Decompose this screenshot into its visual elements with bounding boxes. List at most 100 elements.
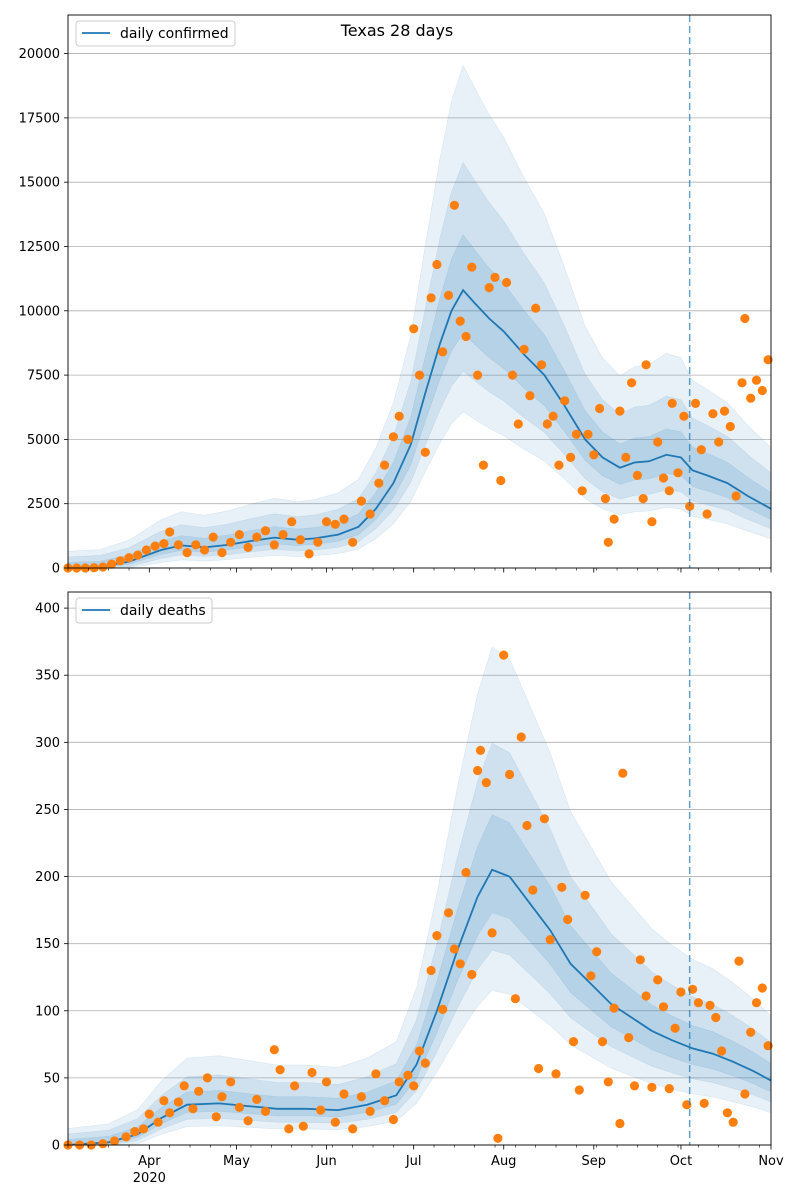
observed-point	[487, 928, 497, 938]
observed-point	[409, 1081, 419, 1091]
observed-point	[618, 768, 628, 778]
observed-point	[603, 537, 613, 547]
observed-point	[388, 432, 398, 442]
observed-point	[165, 1108, 175, 1118]
observed-point	[290, 1081, 300, 1091]
observed-point	[182, 548, 192, 558]
observed-point	[545, 935, 555, 945]
observed-point	[121, 1132, 131, 1142]
x-tick-label: May	[223, 1154, 250, 1169]
observed-point	[708, 409, 718, 419]
observed-point	[531, 303, 541, 313]
observed-point	[179, 1081, 189, 1091]
legend-frame	[75, 20, 236, 47]
y-tick-label: 10000	[19, 304, 60, 319]
y-tick-label: 15000	[19, 176, 60, 191]
observed-point	[557, 882, 567, 892]
observed-point	[676, 987, 686, 997]
observed-point	[679, 411, 689, 421]
observed-point	[252, 1094, 262, 1104]
axes-frame	[67, 14, 772, 569]
observed-point	[438, 347, 448, 357]
observed-point	[414, 1046, 425, 1056]
observed-point	[667, 398, 677, 408]
observed-point	[525, 391, 535, 401]
observed-point	[615, 406, 625, 416]
observed-point	[505, 769, 515, 780]
observed-point	[653, 437, 663, 447]
observed-point	[705, 1000, 715, 1011]
observed-point	[757, 385, 767, 396]
observed-point	[534, 1063, 544, 1074]
x-tick-label: Oct	[670, 1154, 692, 1169]
observed-point	[356, 1092, 366, 1102]
observed-point	[554, 460, 564, 470]
observed-point	[522, 820, 532, 831]
observed-point	[159, 539, 169, 549]
observed-point	[603, 1077, 613, 1087]
observed-point	[138, 1124, 149, 1134]
observed-point	[278, 530, 288, 540]
observed-point	[98, 562, 108, 572]
observed-point	[191, 540, 201, 550]
observed-point	[234, 1102, 244, 1112]
observed-point	[141, 545, 151, 555]
observed-point	[647, 1082, 657, 1092]
observed-point	[455, 316, 465, 326]
observed-point	[473, 370, 483, 380]
observed-point	[307, 1067, 317, 1078]
observed-point	[647, 517, 657, 527]
observed-point	[632, 470, 643, 480]
observed-point	[287, 517, 297, 527]
observed-point	[714, 437, 724, 447]
observed-point	[597, 1037, 608, 1047]
observed-point	[496, 475, 506, 486]
observed-point	[719, 406, 730, 416]
observed-point	[664, 486, 674, 496]
observed-point	[542, 419, 552, 429]
observed-point	[737, 378, 747, 388]
observed-point	[641, 991, 651, 1001]
observed-point	[426, 965, 436, 976]
observed-point	[295, 535, 305, 545]
observed-point	[566, 452, 576, 462]
observed-point	[658, 1002, 669, 1012]
observed-point	[475, 745, 486, 756]
observed-point	[449, 944, 459, 954]
plot-area	[68, 15, 771, 568]
observed-point	[432, 931, 442, 941]
observed-point	[124, 553, 134, 563]
observed-point	[528, 885, 538, 895]
observed-point	[740, 313, 750, 324]
observed-point	[321, 1077, 332, 1087]
observed-point	[304, 549, 314, 559]
observed-point	[481, 778, 491, 788]
observed-point	[629, 1081, 640, 1091]
observed-point	[478, 460, 488, 470]
observed-point	[728, 1117, 738, 1127]
observed-point	[432, 259, 442, 270]
observed-point	[330, 519, 340, 529]
figure-title: Texas 28 days	[340, 21, 454, 40]
observed-point	[658, 473, 669, 483]
x-tick-year-label: 2020	[133, 1171, 166, 1186]
y-tick-label: 300	[35, 736, 60, 751]
observed-point	[409, 324, 419, 334]
observed-point	[711, 1012, 721, 1023]
x-tick-label: Jul	[405, 1154, 422, 1169]
observed-point	[493, 1133, 503, 1143]
y-tick-label: 12500	[19, 240, 60, 255]
observed-point	[269, 1045, 279, 1055]
observed-point	[321, 517, 332, 527]
observed-point	[516, 732, 526, 742]
observed-point	[414, 370, 425, 380]
observed-point	[751, 375, 762, 385]
observed-point	[627, 378, 637, 388]
observed-point	[275, 1065, 285, 1075]
x-tick-label: Apr	[138, 1154, 161, 1169]
observed-point	[560, 396, 570, 406]
observed-point	[673, 468, 683, 478]
observed-point	[490, 272, 500, 282]
